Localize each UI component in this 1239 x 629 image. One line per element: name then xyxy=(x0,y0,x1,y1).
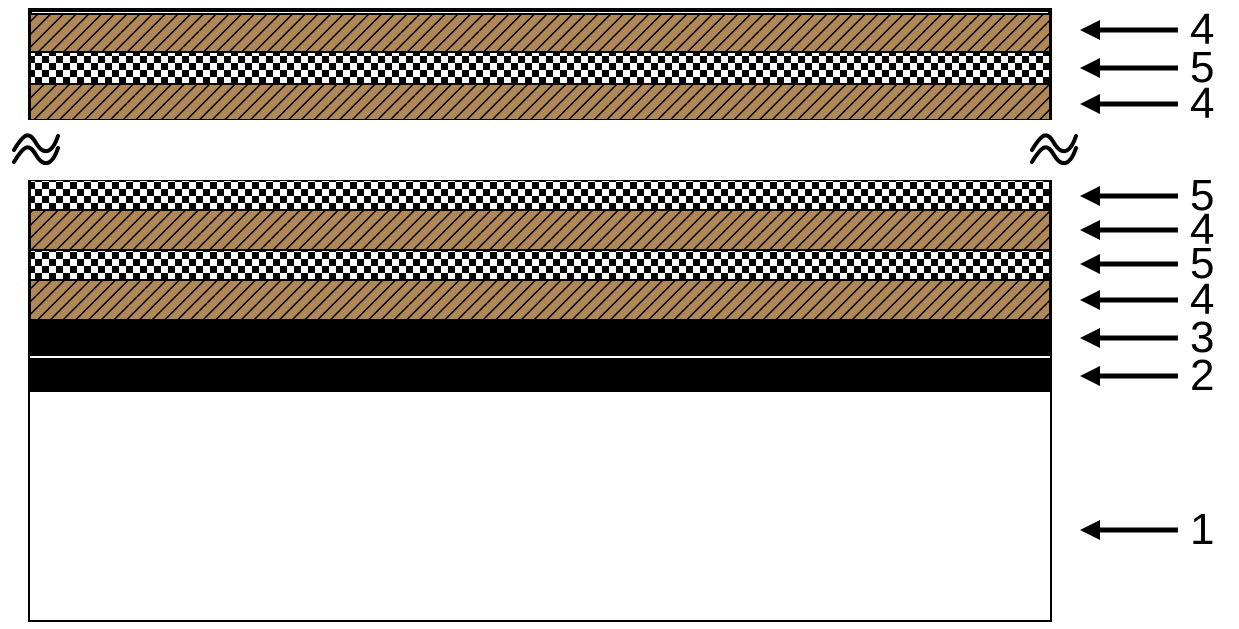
layer-L5b xyxy=(30,180,1050,210)
layer-L4a xyxy=(30,280,1050,320)
layer-L2s xyxy=(30,356,1050,358)
layer-L4d xyxy=(30,14,1050,52)
diagram-svg: 4545454321 xyxy=(0,0,1239,629)
layer-L5a xyxy=(30,250,1050,280)
layer-L4c xyxy=(30,84,1050,120)
layer-stack-diagram: 4545454321 xyxy=(0,0,1239,629)
layer-L1 xyxy=(30,392,1050,620)
callout-label: 4 xyxy=(1190,79,1214,128)
layer-L3 xyxy=(30,320,1050,356)
layer-L4b xyxy=(30,210,1050,250)
layer-L5c xyxy=(30,52,1050,84)
stack-gap-mask xyxy=(26,120,1054,180)
layer-L2 xyxy=(30,358,1050,392)
callout-label: 2 xyxy=(1190,351,1214,400)
callout-label: 1 xyxy=(1190,505,1214,554)
